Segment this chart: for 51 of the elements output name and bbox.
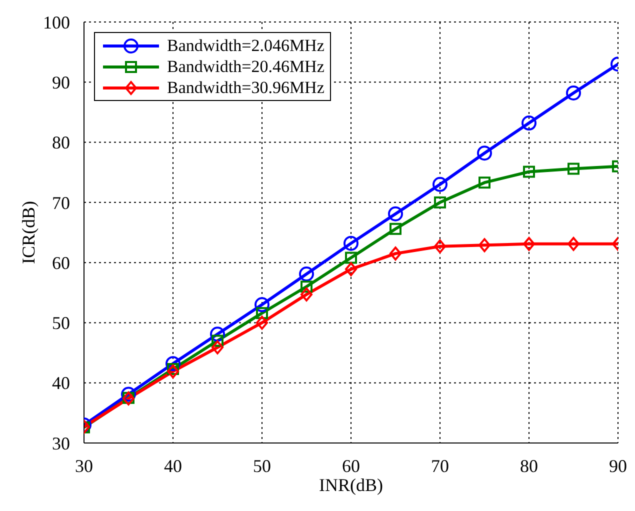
point — [300, 287, 312, 302]
y-tick-label: 70 — [52, 192, 70, 213]
legend-label: Bandwidth=2.046MHz — [167, 35, 324, 56]
y-tick-label: 100 — [43, 12, 70, 32]
point — [300, 280, 312, 293]
point — [345, 252, 357, 264]
point — [477, 146, 492, 161]
point — [523, 166, 535, 178]
point — [522, 116, 536, 131]
point — [390, 222, 402, 235]
point — [299, 266, 314, 282]
x-tick-label: 30 — [75, 456, 93, 476]
point — [210, 326, 225, 342]
point — [434, 196, 446, 208]
x-tick-label: 40 — [164, 456, 182, 476]
y-tick-label: 50 — [52, 313, 70, 334]
y-tick-label: 40 — [52, 373, 70, 394]
x-tick-label: 80 — [520, 456, 538, 476]
legend-label: Bandwidth=30.96MHz — [167, 77, 324, 98]
point — [568, 236, 580, 251]
point — [254, 297, 270, 312]
point — [432, 176, 448, 192]
point — [523, 236, 535, 251]
point — [167, 364, 179, 378]
y-tick-label: 80 — [52, 132, 70, 153]
point — [390, 246, 402, 261]
x-tick-label: 60 — [342, 456, 360, 476]
point — [434, 239, 446, 254]
point — [166, 356, 180, 372]
point — [568, 162, 580, 175]
point — [345, 262, 357, 276]
x-tick-label: 70 — [431, 456, 449, 476]
x-tick-label: 50 — [253, 456, 271, 476]
y-tick-label: 30 — [52, 433, 70, 454]
point — [256, 307, 268, 320]
point — [478, 238, 490, 252]
point — [388, 206, 403, 222]
point — [212, 340, 224, 354]
y-tick-label: 90 — [52, 72, 70, 93]
point — [167, 363, 179, 376]
y-axis-title: ICR(dB) — [18, 200, 38, 264]
point — [121, 386, 136, 402]
legend-label: Bandwidth=20.46MHz — [167, 56, 324, 77]
x-tick-label: 90 — [609, 456, 627, 476]
point — [566, 85, 581, 100]
point — [256, 316, 268, 330]
point — [212, 334, 224, 347]
x-axis-title: INR(dB) — [319, 475, 383, 495]
y-tick-label: 60 — [52, 252, 70, 273]
point — [344, 236, 358, 251]
point — [478, 176, 490, 189]
